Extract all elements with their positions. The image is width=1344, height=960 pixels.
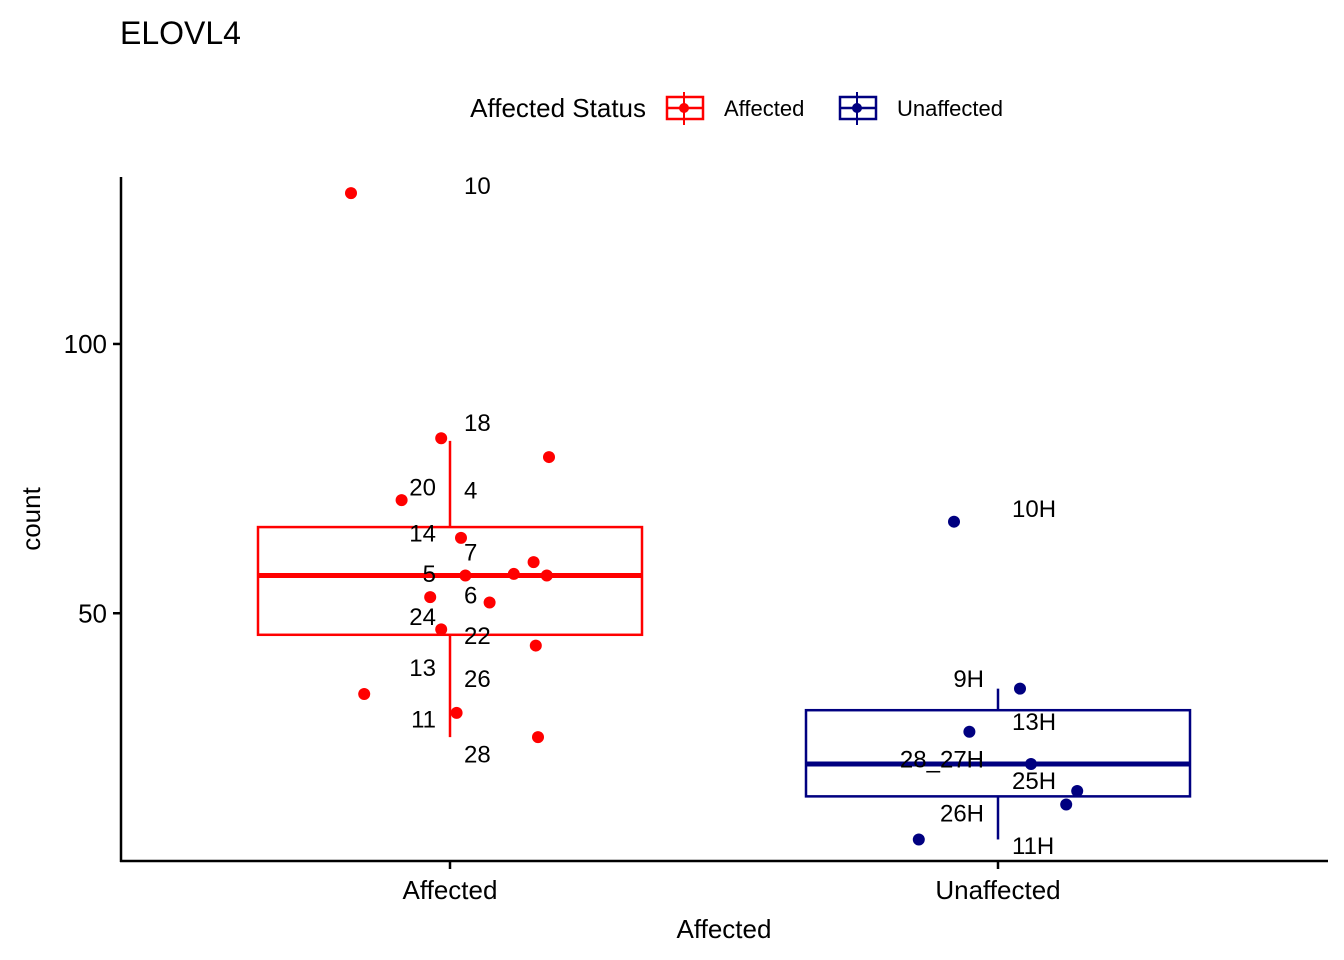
y-axis-title: count	[16, 486, 46, 550]
legend-label-unaffected: Unaffected	[897, 96, 1003, 121]
data-point	[1071, 784, 1084, 797]
chart-title: ELOVL4	[120, 15, 241, 51]
point-label: 14	[409, 520, 436, 547]
data-point	[395, 494, 408, 507]
data-point	[459, 569, 472, 582]
box	[804, 708, 1192, 798]
series-affected: 10 18 20 4 14 7 5 6 24 22 13 26 11 28	[256, 173, 644, 768]
data-point	[963, 725, 976, 738]
legend-key-affected	[665, 92, 705, 125]
point-label: 26	[464, 666, 491, 693]
data-point	[912, 833, 925, 846]
series-unaffected: 10H 9H 13H 28_27H 25H 26H 11H	[804, 496, 1192, 860]
point-label: 13H	[1012, 709, 1056, 736]
data-point	[483, 596, 496, 609]
point-label: 25H	[1012, 768, 1056, 795]
data-point	[1025, 758, 1037, 771]
data-point	[527, 556, 540, 569]
point-label: 20	[409, 475, 436, 502]
data-point	[424, 591, 437, 604]
plot-area: 10 18 20 4 14 7 5 6 24 22 13 26 11 28 10H 9H 13H 28_27H 25…	[256, 173, 1192, 860]
point-label: 22	[464, 623, 491, 650]
legend-label-affected: Affected	[724, 96, 804, 121]
point-label: 9H	[953, 666, 984, 693]
x-tick-label: Unaffected	[935, 875, 1060, 905]
box	[256, 525, 644, 637]
point-label: 7	[464, 539, 477, 566]
point-label: 11	[411, 706, 436, 733]
point-label: 4	[464, 477, 477, 504]
data-point	[543, 451, 555, 464]
data-point	[345, 187, 357, 200]
data-point	[435, 432, 448, 445]
point-label: 10	[464, 173, 491, 200]
point-label: 11H	[1012, 833, 1054, 860]
legend-title: Affected Status	[470, 93, 646, 123]
point-label: 26H	[940, 801, 984, 828]
y-tick-label: 100	[64, 329, 107, 359]
point-label: 6	[464, 582, 477, 609]
point-label: 18	[464, 410, 491, 437]
data-point	[450, 706, 463, 719]
x-axis-title: Affected	[677, 914, 772, 944]
data-point	[529, 639, 542, 652]
point-label: 24	[409, 604, 436, 631]
point-label: 5	[423, 561, 436, 588]
data-point	[358, 688, 371, 701]
data-point	[455, 531, 467, 544]
data-point	[532, 731, 544, 744]
x-axis: Affected Unaffected	[120, 859, 1328, 905]
data-point	[540, 569, 553, 582]
data-point	[1060, 798, 1073, 811]
point-label: 10H	[1012, 496, 1056, 523]
legend-key-unaffected	[838, 92, 878, 125]
y-tick-label: 50	[78, 598, 107, 628]
legend: Affected Status Affected Unaffected	[470, 92, 1003, 125]
point-label: 13	[409, 655, 436, 682]
point-label: 28_27H	[900, 747, 984, 774]
y-axis: 50 100	[64, 177, 123, 862]
data-point	[948, 515, 960, 528]
x-tick-label: Affected	[403, 875, 498, 905]
data-point	[1014, 682, 1026, 695]
data-point	[507, 567, 520, 580]
data-point	[435, 623, 448, 636]
point-label: 28	[464, 741, 491, 768]
